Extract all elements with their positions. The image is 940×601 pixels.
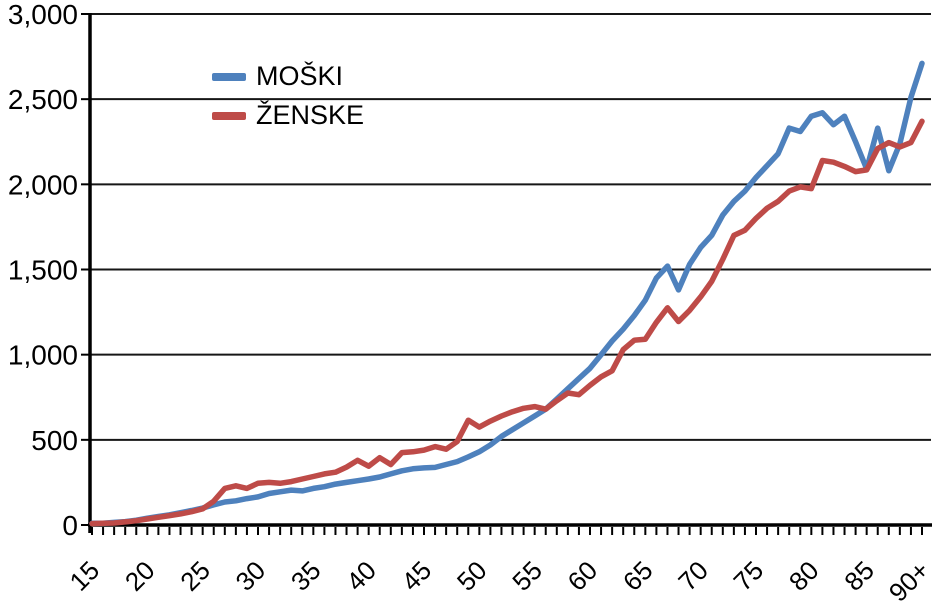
y-axis-label-2,500: 2,500 [8, 84, 78, 115]
x-axis-label-35: 35 [285, 555, 327, 597]
legend-label-zenske: ŽENSKE [256, 99, 365, 130]
legend-label-moski: MOŠKI [256, 61, 344, 91]
series-line-moski [89, 60, 925, 527]
y-axis-label-2,000: 2,000 [8, 169, 78, 200]
legend-item-zenske: ŽENSKE [212, 99, 365, 131]
y-axis-label-3,000: 3,000 [8, 0, 78, 30]
x-axis-label-85: 85 [838, 555, 880, 597]
x-axis-label-20: 20 [119, 555, 161, 597]
x-axis-label-60: 60 [562, 555, 604, 597]
x-axis-label-55: 55 [506, 555, 548, 597]
x-axis-label-30: 30 [230, 555, 272, 597]
x-axis-label-45: 45 [396, 555, 438, 597]
x-axis-label-15: 15 [64, 555, 106, 597]
y-axis-label-0: 0 [62, 510, 78, 541]
moski-line-swatch [212, 72, 246, 81]
x-axis-label-50: 50 [451, 555, 493, 597]
legend-item-moski: MOŠKI [212, 61, 364, 92]
zenske-line-swatch [212, 111, 246, 120]
chart-legend: MOŠKI ŽENSKE [212, 61, 365, 131]
x-axis-label-70: 70 [672, 555, 714, 597]
x-axis-label-65: 65 [617, 555, 659, 597]
y-axis-label-500: 500 [31, 425, 78, 456]
x-axis-label-90+: 90+ [883, 555, 935, 601]
y-axis-label-1,000: 1,000 [8, 340, 78, 371]
series-line-zenske [89, 118, 925, 527]
x-axis-label-40: 40 [340, 555, 382, 597]
x-axis-label-80: 80 [783, 555, 825, 597]
x-axis-label-25: 25 [174, 555, 216, 597]
y-axis-label-1,500: 1,500 [8, 255, 78, 286]
x-axis-label-75: 75 [728, 555, 770, 597]
